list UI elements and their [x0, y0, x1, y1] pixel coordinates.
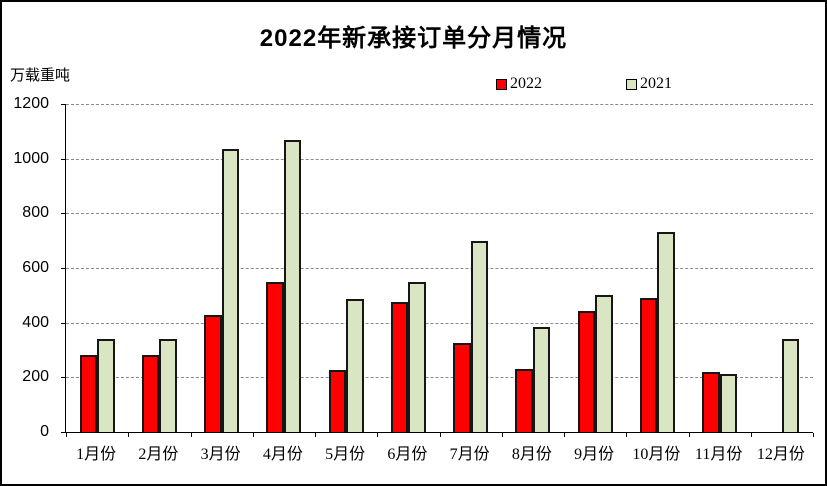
- bar-2022-6月份: [390, 302, 409, 432]
- y-tick-mark-200: [61, 377, 68, 379]
- x-tick-mark-4: [315, 433, 316, 437]
- legend-label-2022: 2022: [510, 75, 542, 92]
- x-tick-label-4月份: 4月份: [262, 446, 303, 463]
- bar-2022-3月份: [204, 315, 222, 432]
- x-tick-label-9月份: 9月份: [574, 446, 615, 463]
- bar-2021-1月份: [97, 339, 115, 432]
- x-tick-mark-5: [377, 433, 379, 437]
- gridline-400: [66, 322, 813, 324]
- bar-2021-12月份: [781, 339, 800, 432]
- y-tick-mark-400: [61, 322, 68, 324]
- y-tick-label-400: 400: [22, 313, 49, 331]
- y-tick-label-800: 800: [22, 204, 49, 222]
- gridline-1000: [66, 158, 813, 160]
- bar-2021-11月份: [719, 373, 738, 432]
- x-tick-mark-2: [190, 433, 192, 437]
- legend-item-2022: 2022: [496, 76, 542, 92]
- bar-2022-11月份: [702, 372, 720, 432]
- bar-2021-4月份: [283, 140, 302, 432]
- x-tick-mark-11: [750, 433, 752, 437]
- x-tick-label-5月份: 5月份: [325, 446, 366, 463]
- y-tick-label-1000: 1000: [13, 149, 49, 167]
- x-tick-mark-9: [626, 433, 628, 437]
- bar-2022-5月份: [328, 369, 347, 432]
- bar-2021-7月份: [470, 241, 489, 432]
- y-axis-unit-label: 万载重吨: [10, 67, 71, 84]
- y-tick-mark-1000: [61, 158, 68, 160]
- bar-2022-8月份: [515, 368, 533, 432]
- y-tick-mark-800: [61, 213, 68, 215]
- bar-2021-3月份: [221, 148, 240, 432]
- bar-2021-10月份: [657, 232, 675, 432]
- x-tick-mark-1: [128, 433, 130, 437]
- bar-2022-4月份: [266, 282, 284, 432]
- legend-swatch-2022-icon: [496, 78, 507, 90]
- y-tick-mark-1200: [61, 104, 68, 105]
- gridline-200: [66, 377, 813, 379]
- chart-title: 2022年新承接订单分月情况: [259, 25, 568, 52]
- x-tick-mark-6: [439, 433, 441, 437]
- gridline-600: [66, 268, 813, 269]
- bar-2022-10月份: [639, 298, 658, 432]
- plot-area: [65, 104, 814, 437]
- y-axis: 0 200 400 600 800 1000 1200: [2, 95, 68, 440]
- bar-2022-9月份: [577, 311, 596, 432]
- x-tick-mark-3: [252, 433, 254, 437]
- gridline-800: [66, 213, 813, 215]
- y-tick-mark-0: [61, 432, 68, 433]
- legend: 2022 2021: [496, 76, 672, 92]
- x-tick-label-7月份: 7月份: [449, 446, 490, 463]
- legend-label-2021: 2021: [640, 75, 672, 92]
- x-tick-mark-8: [564, 433, 565, 437]
- y-tick-label-0: 0: [40, 423, 49, 440]
- bar-2021-8月份: [532, 326, 551, 432]
- x-tick-label-3月份: 3月份: [200, 446, 241, 463]
- legend-item-2021: 2021: [626, 76, 672, 92]
- bar-2021-9月份: [595, 294, 613, 432]
- bar-2022-7月份: [453, 343, 471, 432]
- x-tick-label-10月份: 10月份: [632, 446, 681, 463]
- bar-2021-5月份: [346, 298, 364, 432]
- x-tick-mark-7: [501, 433, 503, 437]
- x-tick-mark-10: [688, 433, 690, 437]
- bar-2021-6月份: [408, 281, 426, 432]
- x-tick-mark-12: [813, 433, 814, 437]
- bar-2021-2月份: [159, 338, 177, 432]
- x-tick-label-6月份: 6月份: [387, 446, 428, 463]
- y-tick-label-600: 600: [22, 259, 49, 276]
- bar-2022-2月份: [141, 354, 160, 432]
- bar-2022-1月份: [79, 354, 98, 432]
- x-tick-label-2月份: 2月份: [138, 446, 179, 463]
- x-tick-label-1月份: 1月份: [76, 446, 117, 463]
- y-tick-mark-600: [61, 268, 68, 269]
- x-tick-label-12月份: 12月份: [756, 446, 805, 463]
- y-tick-label-200: 200: [22, 368, 49, 386]
- y-tick-label-1200: 1200: [13, 95, 49, 112]
- x-tick-label-8月份: 8月份: [511, 446, 552, 463]
- legend-swatch-2021-icon: [626, 78, 637, 90]
- x-tick-label-11月份: 11月份: [694, 446, 743, 463]
- x-tick-mark-0: [66, 433, 67, 437]
- x-axis: 1月份 2月份 3月份 4月份 5月份 6月份 7月份 8月份 9月份 10月份 11月份 12月份: [65, 440, 812, 466]
- gridline-1200: [66, 104, 813, 105]
